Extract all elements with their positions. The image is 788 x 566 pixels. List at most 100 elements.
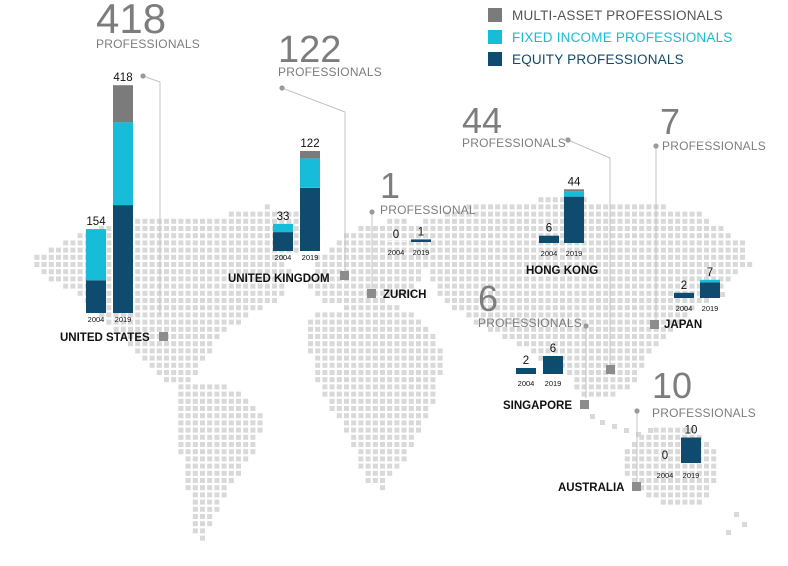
professionals-label: PROFESSIONAL <box>380 203 476 217</box>
location-marker <box>159 332 168 341</box>
total-professionals: 7 <box>660 101 680 142</box>
year-label: 2004 <box>518 379 535 388</box>
legend-swatch-equity <box>488 52 502 66</box>
bar-equity-2019 <box>113 205 133 313</box>
bar-equity-2019 <box>681 437 701 463</box>
professionals-label: PROFESSIONALS <box>662 139 766 153</box>
leader-line <box>281 87 346 270</box>
location-name: SINGAPORE <box>503 400 572 412</box>
bar-empty-2004 <box>655 462 675 463</box>
location-name: JAPAN <box>664 319 702 331</box>
year-label: 2004 <box>275 253 292 262</box>
bar-value-label: 418 <box>113 72 132 84</box>
total-professionals: 1 <box>380 165 400 206</box>
bar-value-label: 33 <box>277 211 290 223</box>
location-hong-kong: 44 PROFESSIONALS HONG KONG 6 2004 44 2019 <box>462 100 615 374</box>
professionals-label: PROFESSIONALS <box>278 65 382 79</box>
bar-fixed-2019 <box>300 158 320 188</box>
bar-value-label: 122 <box>300 138 319 150</box>
leader-line <box>567 139 611 366</box>
bar-value-label: 0 <box>393 229 399 241</box>
bar-equity-2019 <box>411 239 431 242</box>
bar-fixed-2004 <box>273 223 293 233</box>
bar-equity-2004 <box>273 232 293 251</box>
bar-fixed-2004 <box>86 229 106 281</box>
year-label: 2019 <box>683 471 700 480</box>
location-marker <box>340 271 349 280</box>
location-marker <box>606 365 615 374</box>
location-marker <box>367 289 376 298</box>
leader-dot <box>140 73 146 79</box>
legend-label-equity: EQUITY PROFESSIONALS <box>512 52 684 67</box>
bar-value-label: 1 <box>418 226 424 238</box>
leader-dot <box>279 85 285 91</box>
professionals-label: PROFESSIONALS <box>478 316 582 330</box>
total-professionals: 10 <box>652 365 692 406</box>
bar-fixed-2019 <box>113 122 133 205</box>
legend-label-multi: MULTI-ASSET PROFESSIONALS <box>512 8 723 23</box>
year-label: 2019 <box>302 253 319 262</box>
location-name: HONG KONG <box>526 265 598 277</box>
legend-swatch-fixed <box>488 30 502 44</box>
year-label: 2019 <box>545 379 562 388</box>
leader-dot <box>583 323 589 329</box>
leader-dot <box>653 143 659 149</box>
legend-swatch-multi <box>488 8 502 22</box>
bar-value-label: 0 <box>662 450 668 462</box>
bar-fixed-2019 <box>700 279 720 283</box>
bar-equity-2019 <box>564 196 584 243</box>
professionals-label: PROFESSIONALS <box>96 37 200 51</box>
year-label: 2004 <box>657 471 674 480</box>
bar-equity-2019 <box>700 282 720 298</box>
bar-multi-2019 <box>113 85 133 123</box>
total-professionals: 44 <box>462 100 502 141</box>
total-professionals: 6 <box>478 278 498 319</box>
bar-equity-2019 <box>300 187 320 251</box>
legend-label-fixed: FIXED INCOME PROFESSIONALS <box>512 30 733 45</box>
bar-fixed-2019 <box>564 191 584 197</box>
location-marker <box>632 482 641 491</box>
bar-equity-2004 <box>539 235 559 243</box>
professionals-label: PROFESSIONALS <box>652 406 756 420</box>
bar-value-label: 2 <box>523 355 529 367</box>
bar-value-label: 154 <box>86 216 106 228</box>
location-name: ZURICH <box>383 289 426 301</box>
total-professionals: 122 <box>278 29 341 71</box>
bar-equity-2004 <box>516 368 536 374</box>
bar-value-label: 6 <box>550 343 556 355</box>
bar-value-label: 44 <box>568 176 581 188</box>
location-name: UNITED STATES <box>60 332 150 344</box>
year-label: 2019 <box>702 304 719 313</box>
bar-value-label: 10 <box>685 425 698 437</box>
bar-equity-2004 <box>86 280 106 313</box>
year-label: 2019 <box>413 248 430 257</box>
location-name: AUSTRALIA <box>558 482 624 494</box>
leader-dot <box>634 408 640 414</box>
year-label: 2004 <box>676 304 693 313</box>
year-label: 2019 <box>115 315 132 324</box>
bar-equity-2019 <box>543 356 563 374</box>
total-professionals: 418 <box>96 0 166 42</box>
leader-dot <box>565 137 571 143</box>
bar-multi-2019 <box>564 189 584 192</box>
year-label: 2004 <box>388 248 405 257</box>
bar-equity-2004 <box>674 292 694 298</box>
legend: MULTI-ASSET PROFESSIONALS FIXED INCOME PR… <box>488 8 733 67</box>
bar-value-label: 6 <box>546 223 552 235</box>
map-dots <box>34 197 753 541</box>
location-marker <box>650 320 659 329</box>
year-label: 2004 <box>88 315 105 324</box>
bar-empty-2004 <box>386 241 406 242</box>
year-label: 2004 <box>541 249 558 258</box>
leader-line <box>142 75 161 315</box>
bar-multi-2019 <box>300 151 320 159</box>
year-label: 2019 <box>566 249 583 258</box>
